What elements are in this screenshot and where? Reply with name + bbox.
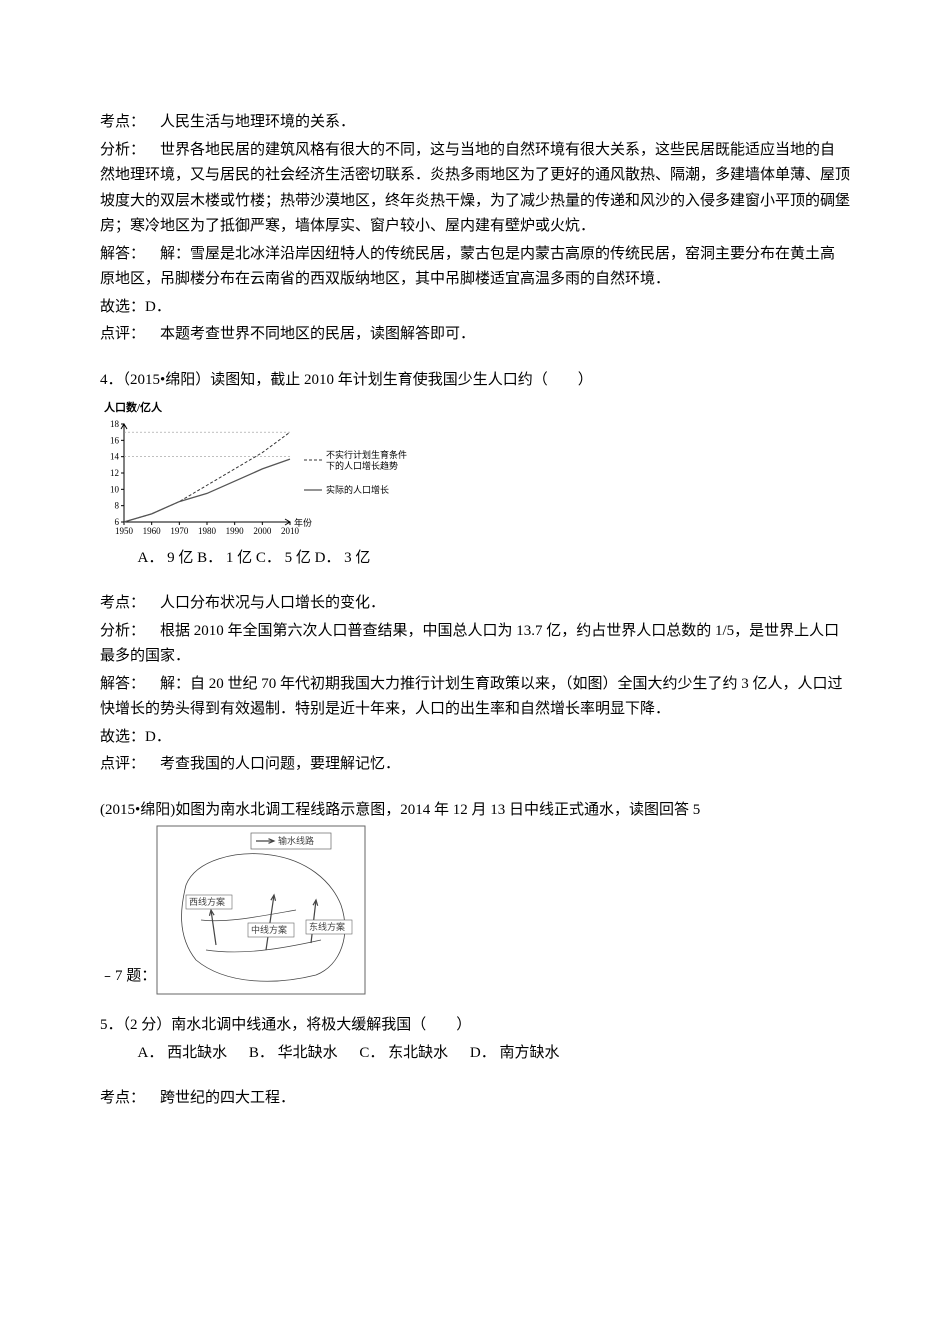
opt-b: B． 华北缺水 <box>249 1045 338 1061</box>
q4-stem: 4．（2015•绵阳）读图知，截止 2010 年计划生育使我国少生人口约（ ） <box>100 368 850 394</box>
q5-stem: 5．（2 分）南水北调中线通水，将极大缓解我国（ ） <box>100 1013 850 1039</box>
text-dianping: 考查我国的人口问题，要理解记忆． <box>160 756 400 772</box>
q3-dianping: 点评： 本题考查世界不同地区的民居，读图解答即可． <box>100 322 850 348</box>
q3-kaodian: 考点： 人民生活与地理环境的关系． <box>100 110 850 136</box>
label-dianping: 点评： <box>100 756 145 772</box>
q5-kaodian: 考点： 跨世纪的四大工程． <box>100 1086 850 1112</box>
opt-c: C． 东北缺水 <box>359 1045 448 1061</box>
q5-map-row: ﹣7 题： 输水线路西线方案中线方案 东线方案 <box>100 825 850 995</box>
opt-d: D． 南方缺水 <box>470 1045 560 1061</box>
svg-text:12: 12 <box>110 468 119 478</box>
svg-text:14: 14 <box>110 451 120 461</box>
text-kaodian: 人口分布状况与人口增长的变化． <box>160 595 385 611</box>
q3-fenxi: 分析： 世界各地民居的建筑风格有很大的不同，这与当地的自然环境有很大关系，这些民… <box>100 138 850 240</box>
q5-suffix: ﹣7 题： <box>100 964 156 996</box>
text-fenxi: 世界各地民居的建筑风格有很大的不同，这与当地的自然环境有很大关系，这些民居既能适… <box>100 142 850 235</box>
q5-intro: (2015•绵阳)如图为南水北调工程线路示意图，2014 年 12 月 13 日… <box>100 798 850 824</box>
label-fenxi: 分析： <box>100 142 145 158</box>
label-jieda: 解答： <box>100 676 145 692</box>
q4-chart: 人口数/亿人 681012141618195019601970198019902… <box>100 399 850 540</box>
q5-options: A． 西北缺水 B． 华北缺水 C． 东北缺水 D． 南方缺水 <box>100 1041 850 1067</box>
text-fenxi: 根据 2010 年全国第六次人口普查结果，中国总人口为 13.7 亿，约占世界人… <box>100 623 839 665</box>
q4-dianping: 点评： 考查我国的人口问题，要理解记忆． <box>100 752 850 778</box>
text-jieda: 解：自 20 世纪 70 年代初期我国大力推行计划生育政策以来，（如图）全国大约… <box>100 676 843 718</box>
label-kaodian: 考点： <box>100 114 145 130</box>
svg-text:不实行计划生育条件: 不实行计划生育条件 <box>326 449 407 460</box>
text-kaodian: 人民生活与地理环境的关系． <box>160 114 355 130</box>
svg-text:输水线路: 输水线路 <box>278 835 314 846</box>
svg-text:1970: 1970 <box>170 526 189 536</box>
text-dianping: 本题考查世界不同地区的民居，读图解答即可． <box>160 326 475 342</box>
q4-kaodian: 考点： 人口分布状况与人口增长的变化． <box>100 591 850 617</box>
svg-text:下的人口增长趋势: 下的人口增长趋势 <box>326 460 398 471</box>
chart-title: 人口数/亿人 <box>104 399 850 418</box>
label-kaodian: 考点： <box>100 1090 145 1106</box>
svg-text:中线方案: 中线方案 <box>251 924 287 935</box>
opt-a: A． 西北缺水 <box>138 1045 228 1061</box>
label-kaodian: 考点： <box>100 595 145 611</box>
q3-jieda: 解答： 解：雪屋是北冰洋沿岸因纽特人的传统民居，蒙古包是内蒙古高原的传统民居，窑… <box>100 242 850 293</box>
svg-text:16: 16 <box>110 435 120 445</box>
q3-guxuan: 故选：D． <box>100 295 850 321</box>
water-transfer-map-svg: 输水线路西线方案中线方案 东线方案 <box>156 825 366 995</box>
q4-options: A． 9 亿 B． 1 亿 C． 5 亿 D． 3 亿 <box>100 546 850 572</box>
svg-text:实际的人口增长: 实际的人口增长 <box>326 484 389 495</box>
svg-text:10: 10 <box>110 484 120 494</box>
svg-text:1990: 1990 <box>226 526 245 536</box>
svg-text:18: 18 <box>110 420 120 429</box>
svg-text:1950: 1950 <box>115 526 134 536</box>
label-jieda: 解答： <box>100 246 145 262</box>
text-jieda: 解：雪屋是北冰洋沿岸因纽特人的传统民居，蒙古包是内蒙古高原的传统民居，窑洞主要分… <box>100 246 835 288</box>
svg-text:东线方案: 东线方案 <box>309 921 345 932</box>
q4-guxuan: 故选：D． <box>100 725 850 751</box>
label-fenxi: 分析： <box>100 623 145 639</box>
svg-text:西线方案: 西线方案 <box>189 896 225 907</box>
q4-jieda: 解答： 解：自 20 世纪 70 年代初期我国大力推行计划生育政策以来，（如图）… <box>100 672 850 723</box>
svg-text:年份: 年份 <box>294 517 312 528</box>
svg-text:2000: 2000 <box>253 526 271 536</box>
svg-text:1960: 1960 <box>143 526 162 536</box>
svg-text:1980: 1980 <box>198 526 217 536</box>
label-dianping: 点评： <box>100 326 145 342</box>
population-chart-svg: 6810121416181950196019701980199020002010… <box>100 420 420 540</box>
svg-text:8: 8 <box>115 500 120 510</box>
text-kaodian: 跨世纪的四大工程． <box>160 1090 295 1106</box>
q4-fenxi: 分析： 根据 2010 年全国第六次人口普查结果，中国总人口为 13.7 亿，约… <box>100 619 850 670</box>
